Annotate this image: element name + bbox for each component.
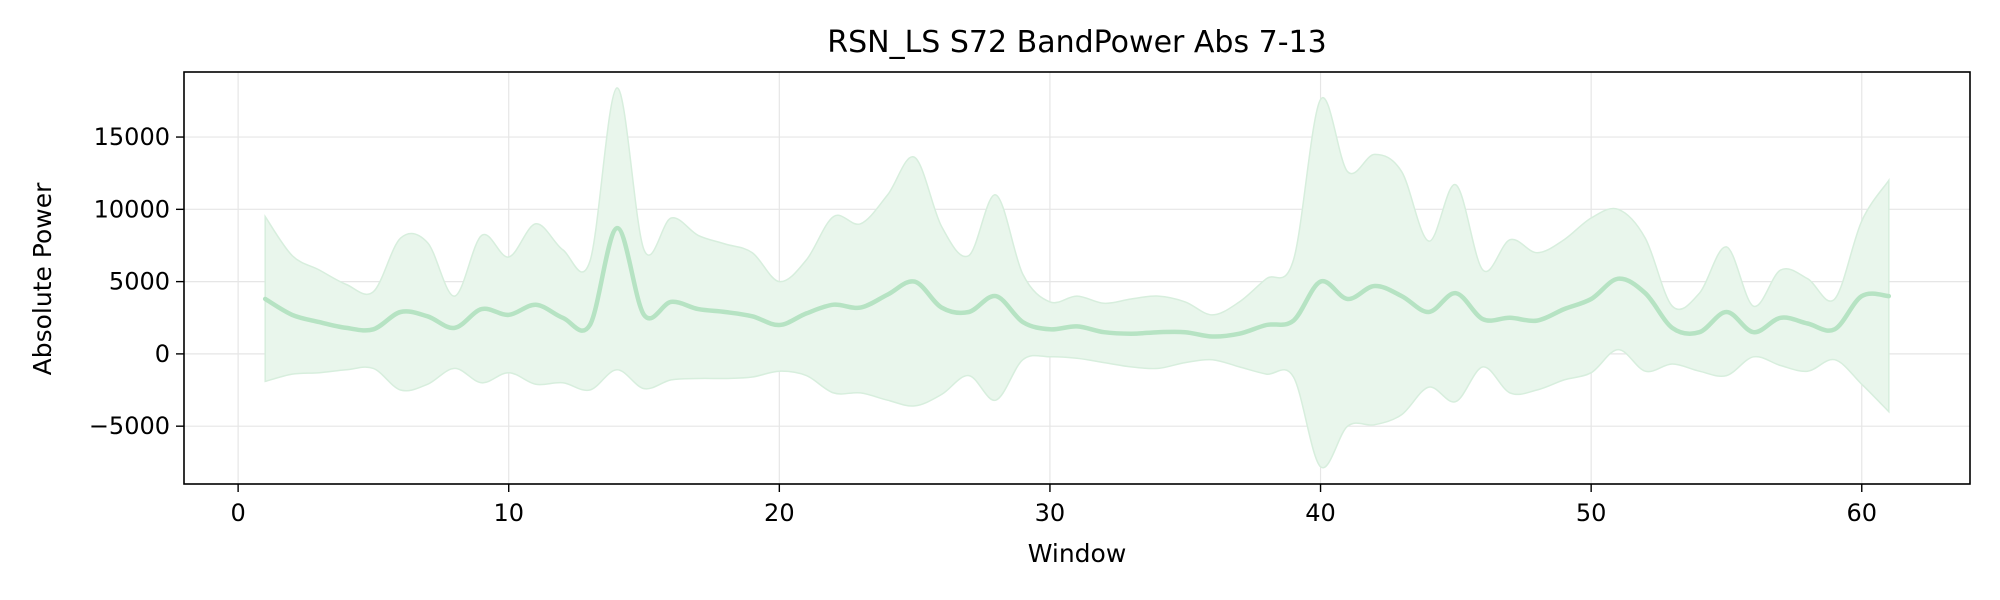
plot-frame bbox=[183, 71, 1971, 485]
x-axis-label: Window bbox=[1028, 539, 1127, 568]
y-tick-label: 15000 bbox=[94, 123, 170, 151]
mean-power-line bbox=[262, 225, 1892, 339]
x-tick-label: 40 bbox=[1305, 499, 1336, 527]
chart-title: RSN_LS S72 BandPower Abs 7-13 bbox=[827, 25, 1326, 60]
x-tick-label: 30 bbox=[1035, 499, 1066, 527]
x-tick-label: 0 bbox=[230, 499, 245, 527]
x-tick-label: 50 bbox=[1576, 499, 1607, 527]
x-tick-label: 20 bbox=[764, 499, 795, 527]
std-band-area bbox=[264, 87, 1890, 469]
x-axis-ticks: 0 10 20 30 40 50 60 bbox=[230, 484, 1877, 527]
y-axis-ticks: −5000 0 5000 10000 15000 bbox=[89, 123, 184, 440]
y-tick-label: 5000 bbox=[109, 268, 170, 296]
y-axis-label: Absolute Power bbox=[28, 182, 57, 376]
x-tick-label: 60 bbox=[1846, 499, 1877, 527]
y-tick-label: 10000 bbox=[94, 195, 170, 223]
y-tick-label: 0 bbox=[155, 340, 170, 368]
y-tick-label: −5000 bbox=[89, 412, 170, 440]
grid bbox=[184, 72, 1970, 484]
x-tick-label: 10 bbox=[493, 499, 524, 527]
